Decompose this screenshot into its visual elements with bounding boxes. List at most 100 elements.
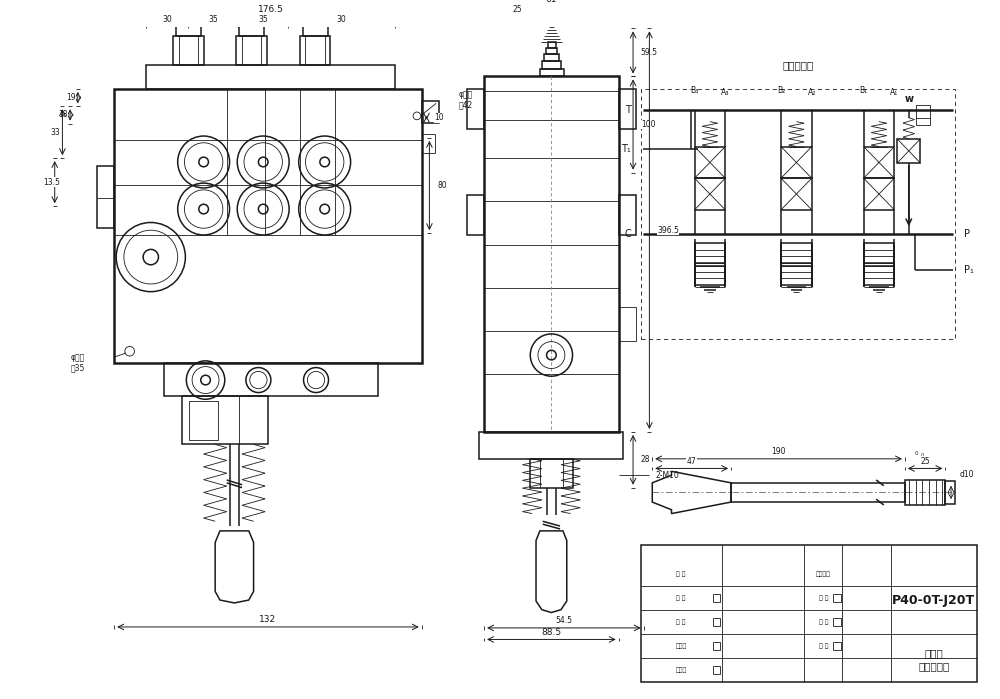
Bar [833, 594, 841, 602]
Bar [300, 36, 330, 65]
Bar [619, 194, 636, 235]
Bar [242, 12, 261, 22]
Text: 版本说明: 版本说明 [816, 571, 831, 577]
Text: 61: 61 [546, 0, 557, 4]
Bar [189, 401, 218, 440]
Bar [467, 89, 484, 129]
Text: φ螟孔
高42: φ螟孔 高42 [458, 90, 472, 109]
Bar [897, 139, 920, 163]
Bar [542, 61, 561, 69]
Text: 30: 30 [162, 15, 172, 24]
Bar [303, 22, 328, 36]
Text: 品 号: 品 号 [676, 571, 686, 577]
Text: w: w [904, 94, 913, 103]
Circle shape [258, 157, 268, 167]
Bar [114, 89, 422, 363]
Circle shape [199, 204, 208, 214]
Bar [905, 480, 945, 505]
Text: φ螟孔
高35: φ螟孔 高35 [71, 353, 85, 373]
Text: B₃: B₃ [690, 87, 699, 95]
Bar [916, 106, 930, 124]
Bar [833, 642, 841, 650]
Bar [864, 147, 894, 178]
Text: 0: 0 [921, 453, 924, 458]
Text: P: P [964, 229, 970, 239]
Text: 59.5: 59.5 [641, 48, 658, 57]
Text: A₁: A₁ [890, 88, 898, 97]
Bar [467, 194, 484, 235]
Circle shape [143, 250, 158, 265]
Bar [864, 178, 894, 210]
Text: A₂: A₂ [808, 88, 816, 97]
Bar [176, 22, 201, 36]
Bar [833, 619, 841, 626]
Bar [713, 666, 720, 674]
Text: 13.5: 13.5 [43, 178, 60, 187]
Text: 2-M10: 2-M10 [655, 470, 679, 480]
Text: 多路阀: 多路阀 [924, 648, 943, 658]
Text: 比 例: 比 例 [676, 619, 686, 625]
Text: 33: 33 [51, 128, 61, 137]
Bar [479, 432, 623, 459]
Bar [173, 36, 204, 65]
Text: A₃: A₃ [721, 88, 729, 97]
Text: 176.5: 176.5 [257, 5, 283, 14]
Bar [731, 483, 905, 502]
Bar [484, 76, 619, 432]
Text: 30: 30 [337, 15, 346, 24]
Text: 100: 100 [641, 120, 655, 129]
Bar [544, 55, 559, 61]
Bar [179, 12, 198, 22]
Bar [641, 89, 955, 339]
Bar [422, 101, 439, 122]
Text: B₂: B₂ [777, 87, 785, 95]
Circle shape [320, 204, 329, 214]
Bar [695, 178, 725, 210]
Bar [97, 166, 114, 229]
Bar [695, 266, 725, 284]
Text: 19: 19 [66, 93, 76, 102]
Bar [864, 243, 894, 263]
Bar [548, 42, 556, 48]
Text: T₁: T₁ [621, 143, 631, 154]
Text: 35: 35 [208, 15, 218, 24]
Bar [713, 642, 720, 650]
Text: 35: 35 [258, 15, 268, 24]
Bar [695, 243, 725, 263]
Text: 25: 25 [920, 456, 930, 466]
Text: 数 量: 数 量 [819, 619, 828, 625]
Text: 132: 132 [259, 615, 277, 624]
Text: B₁: B₁ [860, 87, 868, 95]
Bar [713, 619, 720, 626]
Bar [781, 243, 812, 263]
Bar [146, 65, 395, 89]
Text: 版 本: 版 本 [819, 596, 828, 601]
Text: 10: 10 [434, 113, 444, 122]
Bar [864, 266, 894, 284]
Circle shape [258, 204, 268, 214]
Bar [619, 307, 636, 340]
Text: 图 号: 图 号 [676, 596, 686, 601]
Text: 0: 0 [915, 451, 918, 456]
Text: d10: d10 [959, 470, 974, 479]
Bar [781, 178, 812, 210]
Text: 190: 190 [771, 447, 786, 456]
Text: 80: 80 [437, 181, 447, 190]
Text: 25: 25 [513, 5, 523, 14]
Text: 18: 18 [59, 110, 68, 120]
Text: 液压原理图: 液压原理图 [782, 60, 813, 70]
Bar [540, 69, 564, 76]
Bar [236, 36, 267, 65]
Text: 28: 28 [641, 455, 650, 464]
Circle shape [199, 157, 208, 167]
Text: 88.5: 88.5 [541, 628, 561, 637]
Bar [182, 396, 268, 445]
Bar [945, 481, 955, 504]
Bar [619, 89, 636, 129]
Bar [695, 147, 725, 178]
Text: 备 注: 备 注 [819, 643, 828, 649]
Text: 外形尺寸图: 外形尺寸图 [918, 661, 949, 671]
Bar [164, 363, 378, 396]
Text: P₁: P₁ [964, 266, 974, 275]
Text: 工程师: 工程师 [675, 643, 687, 649]
